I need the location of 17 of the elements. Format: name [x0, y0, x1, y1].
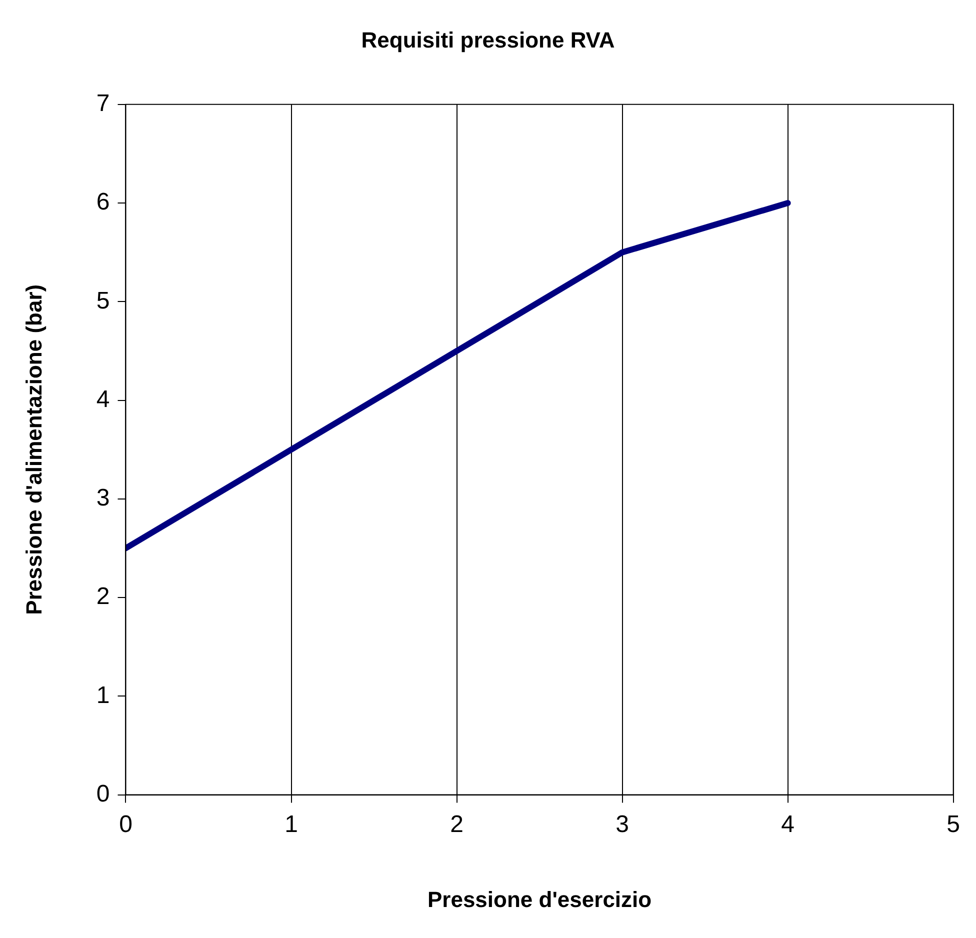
x-tick-label: 2 [450, 810, 464, 838]
x-axis-title: Pressione d'esercizio [427, 886, 652, 912]
y-tick-label: 1 [96, 682, 110, 709]
x-tick-label: 3 [616, 810, 629, 838]
y-tick-label: 7 [96, 90, 110, 118]
x-tick-label: 0 [119, 810, 132, 838]
y-tick-label: 4 [96, 386, 110, 413]
x-tick-label: 4 [781, 810, 794, 838]
y-tick-label: 3 [96, 484, 110, 512]
y-axis-title: Pressione d'alimentazione (bar) [21, 284, 46, 615]
chart-title: Requisiti pressione RVA [361, 27, 615, 52]
y-tick-label: 6 [96, 188, 110, 216]
y-tick-label: 2 [96, 583, 110, 610]
y-tick-label: 5 [96, 287, 110, 314]
y-tick-label: 0 [96, 780, 110, 808]
x-tick-label: 5 [946, 810, 960, 838]
x-tick-label: 1 [284, 810, 298, 838]
